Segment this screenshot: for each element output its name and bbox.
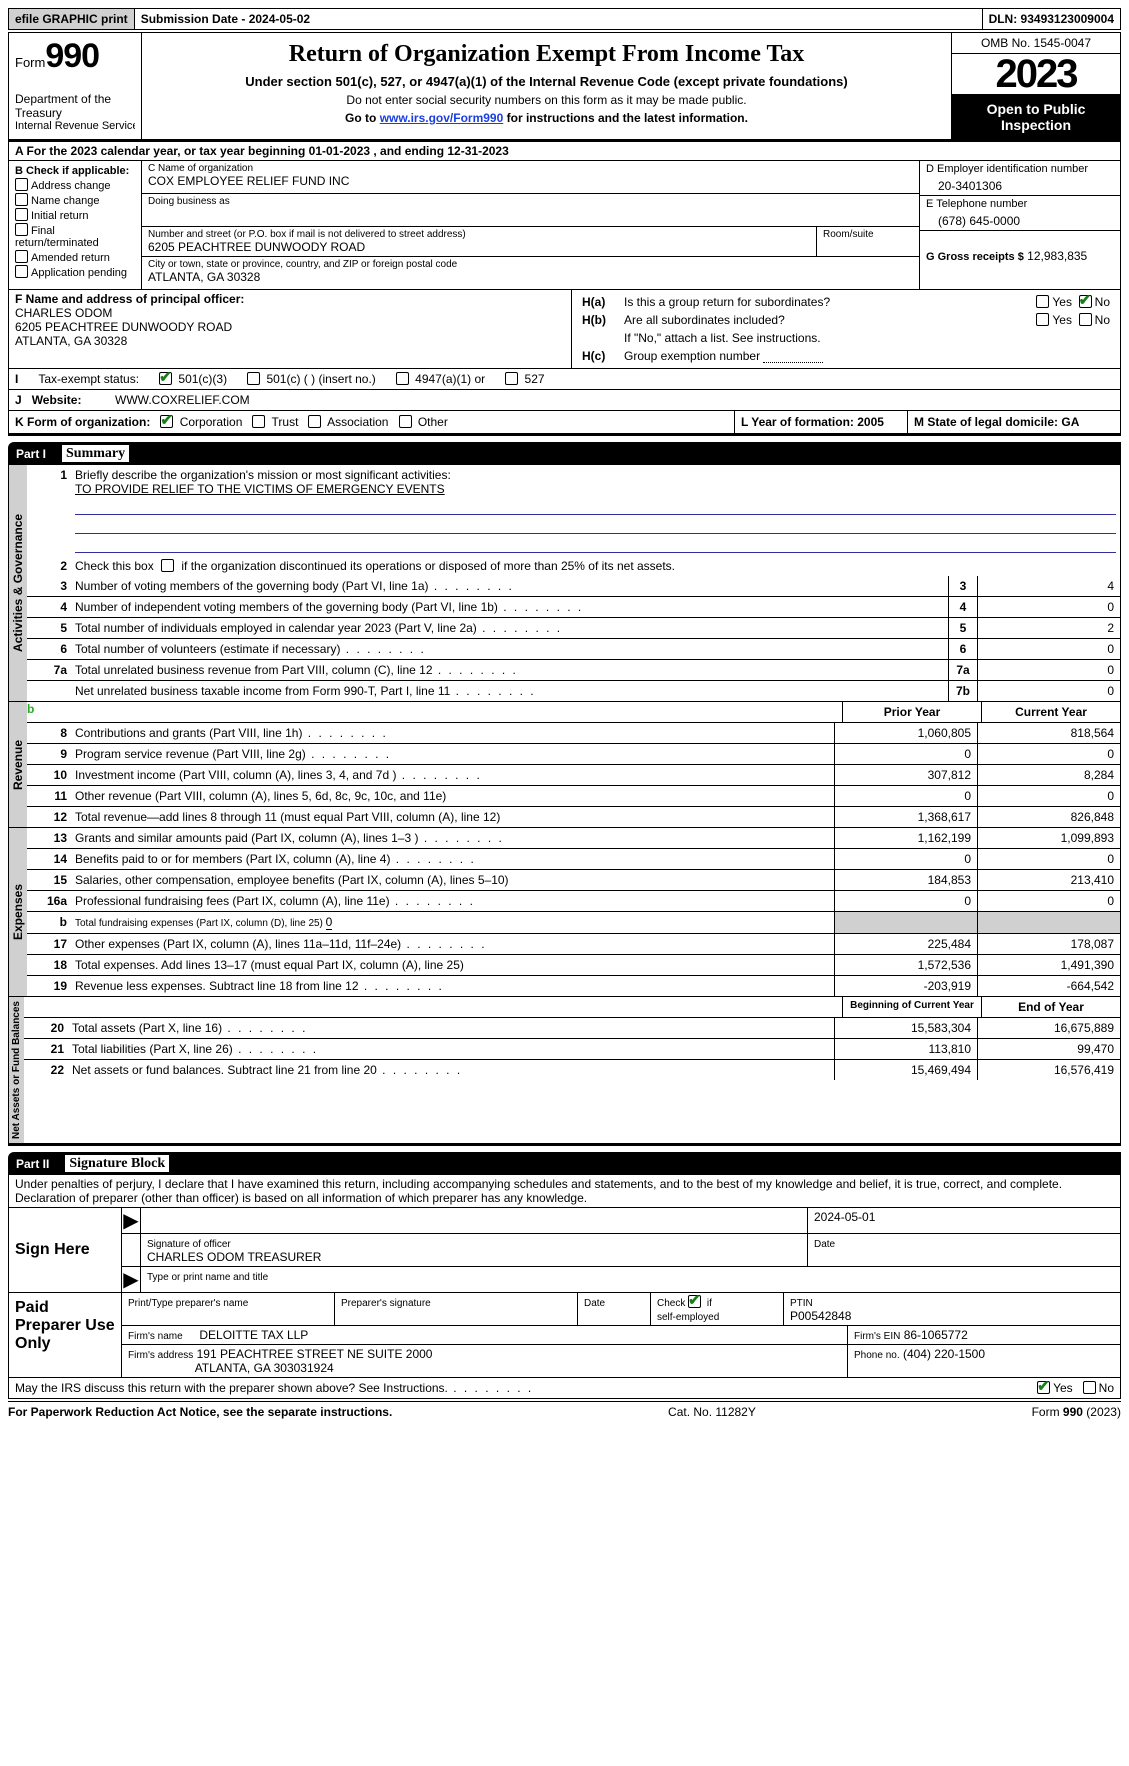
chk-501c[interactable] bbox=[247, 372, 260, 385]
officer-name: CHARLES ODOM bbox=[15, 306, 565, 320]
telephone: (678) 645-0000 bbox=[926, 210, 1114, 228]
v4: 0 bbox=[977, 597, 1120, 617]
v7b: 0 bbox=[977, 681, 1120, 701]
form-number: 990 bbox=[45, 37, 99, 75]
v5: 2 bbox=[977, 618, 1120, 638]
sidelabel-rev: Revenue bbox=[9, 702, 27, 827]
chk-final-return[interactable] bbox=[15, 223, 28, 236]
row-k: K Form of organization: Corporation Trus… bbox=[8, 411, 1121, 436]
chk-corp[interactable] bbox=[160, 415, 173, 428]
arrow-icon: ▶ bbox=[122, 1208, 141, 1233]
tax-year: 2023 bbox=[952, 54, 1120, 95]
sidelabel-gov: Activities & Governance bbox=[9, 465, 27, 701]
topbar: efile GRAPHIC print Submission Date - 20… bbox=[8, 8, 1121, 30]
org-city: ATLANTA, GA 30328 bbox=[148, 270, 913, 284]
form-label: Form bbox=[15, 55, 45, 70]
org-name: COX EMPLOYEE RELIEF FUND INC bbox=[148, 174, 913, 188]
chk-4947[interactable] bbox=[396, 372, 409, 385]
row-j: J Website: WWW.COXRELIEF.COM bbox=[8, 390, 1121, 411]
chk-amended[interactable] bbox=[15, 250, 28, 263]
chk-discuss-yes[interactable] bbox=[1037, 1381, 1050, 1394]
arrow-icon: ▶ bbox=[122, 1267, 141, 1292]
chk-name-change[interactable] bbox=[15, 193, 28, 206]
chk-trust[interactable] bbox=[252, 415, 265, 428]
submission-date: Submission Date - 2024-05-02 bbox=[135, 9, 983, 29]
col-c: C Name of organization COX EMPLOYEE RELI… bbox=[142, 161, 920, 289]
dba-label: Doing business as bbox=[148, 196, 913, 207]
declaration: Under penalties of perjury, I declare th… bbox=[8, 1175, 1121, 1208]
line-a: A For the 2023 calendar year, or tax yea… bbox=[8, 142, 1121, 161]
summary-table: Activities & Governance 1 Briefly descri… bbox=[8, 465, 1121, 1146]
chk-address-change[interactable] bbox=[15, 178, 28, 191]
website: WWW.COXRELIEF.COM bbox=[115, 393, 250, 407]
officer-addr1: 6205 PEACHTREE DUNWOODY ROAD bbox=[15, 320, 565, 334]
ein: 20-3401306 bbox=[926, 175, 1114, 193]
mission: TO PROVIDE RELIEF TO THE VICTIMS OF EMER… bbox=[75, 482, 445, 496]
chk-other[interactable] bbox=[399, 415, 412, 428]
sidelabel-net: Net Assets or Fund Balances bbox=[9, 997, 24, 1143]
chk-initial-return[interactable] bbox=[15, 208, 28, 221]
ptin: P00542848 bbox=[790, 1309, 851, 1323]
officer-sig: CHARLES ODOM TREASURER bbox=[147, 1250, 321, 1264]
part1-header: Part I Summary bbox=[8, 442, 1121, 465]
sign-here: Sign Here bbox=[9, 1208, 122, 1292]
chk-self-emp[interactable] bbox=[688, 1295, 701, 1308]
chk-app-pending[interactable] bbox=[15, 265, 28, 278]
v6: 0 bbox=[977, 639, 1120, 659]
year-formation: L Year of formation: 2005 bbox=[735, 411, 908, 433]
state-domicile: M State of legal domicile: GA bbox=[908, 411, 1120, 433]
part2-header: Part II Signature Block bbox=[8, 1152, 1121, 1175]
header-sub2: Do not enter social security numbers on … bbox=[150, 93, 943, 107]
chk-assoc[interactable] bbox=[308, 415, 321, 428]
chk-527[interactable] bbox=[505, 372, 518, 385]
form-header: Form990 Department of the Treasury Inter… bbox=[8, 32, 1121, 142]
firm-addr: 191 PEACHTREE STREET NE SUITE 2000 bbox=[197, 1347, 433, 1361]
header-block-bcd: B Check if applicable: Address change Na… bbox=[8, 161, 1121, 290]
v3: 4 bbox=[977, 576, 1120, 596]
chk-hb-yes[interactable] bbox=[1036, 313, 1049, 326]
irs-label: Internal Revenue Service bbox=[15, 120, 135, 132]
efile-label: efile GRAPHIC print bbox=[9, 9, 135, 29]
chk-discuss-no[interactable] bbox=[1083, 1381, 1096, 1394]
col-d: D Employer identification number 20-3401… bbox=[920, 161, 1120, 289]
col-b: B Check if applicable: Address change Na… bbox=[9, 161, 142, 289]
row-fh: F Name and address of principal officer:… bbox=[8, 290, 1121, 369]
firm-name: DELOITTE TAX LLP bbox=[199, 1328, 308, 1342]
form-title: Return of Organization Exempt From Incom… bbox=[150, 41, 943, 68]
footer: For Paperwork Reduction Act Notice, see … bbox=[8, 1401, 1121, 1419]
chk-ha-no[interactable] bbox=[1079, 295, 1092, 308]
dln: DLN: 93493123009004 bbox=[983, 9, 1120, 29]
chk-hb-no[interactable] bbox=[1079, 313, 1092, 326]
row-i: I Tax-exempt status: 501(c)(3) 501(c) ( … bbox=[8, 369, 1121, 390]
chk-discontinued[interactable] bbox=[161, 559, 174, 572]
omb-number: OMB No. 1545-0047 bbox=[952, 33, 1120, 54]
officer-addr2: ATLANTA, GA 30328 bbox=[15, 334, 565, 348]
open-inspection: Open to Public Inspection bbox=[952, 95, 1120, 139]
org-street: 6205 PEACHTREE DUNWOODY ROAD bbox=[148, 240, 810, 254]
chk-501c3[interactable] bbox=[159, 372, 172, 385]
irs-link[interactable]: www.irs.gov/Form990 bbox=[380, 111, 504, 125]
chk-ha-yes[interactable] bbox=[1036, 295, 1049, 308]
header-sub3: Go to www.irs.gov/Form990 for instructio… bbox=[150, 111, 943, 125]
sidelabel-exp: Expenses bbox=[9, 828, 27, 996]
gross-receipts: 12,983,835 bbox=[1027, 249, 1087, 263]
dept-treasury: Department of the Treasury bbox=[15, 92, 135, 120]
signature-block: Sign Here ▶2024-05-01 Signature of offic… bbox=[8, 1208, 1121, 1399]
v7a: 0 bbox=[977, 660, 1120, 680]
paid-preparer: Paid Preparer Use Only bbox=[9, 1293, 122, 1377]
header-sub1: Under section 501(c), 527, or 4947(a)(1)… bbox=[150, 74, 943, 89]
